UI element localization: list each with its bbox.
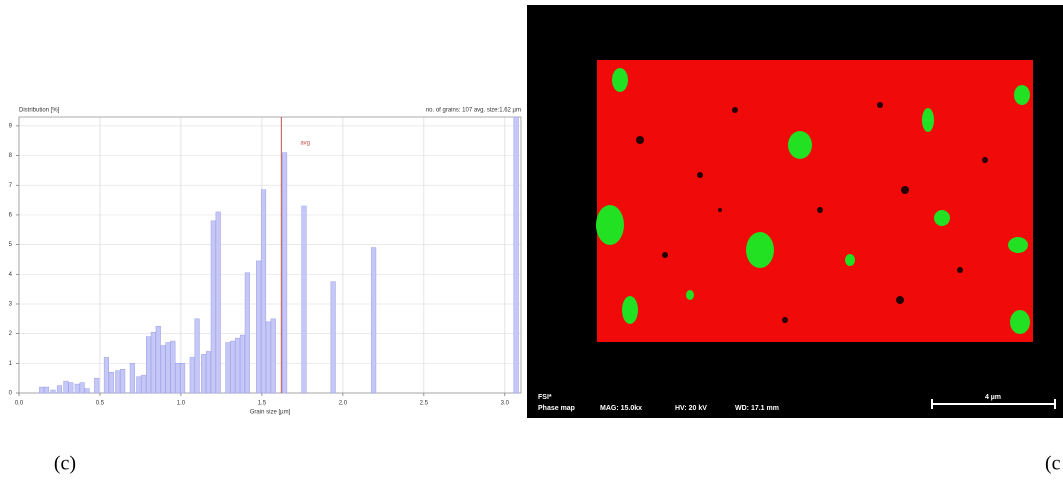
- y-tick-label: 6: [9, 213, 13, 219]
- y-tick-label: 4: [9, 272, 13, 278]
- bar: [161, 346, 166, 393]
- bar: [302, 206, 307, 393]
- bar: [211, 221, 216, 393]
- bar: [240, 335, 245, 393]
- bar: [120, 369, 125, 393]
- bar: [266, 322, 271, 393]
- bar: [195, 319, 200, 393]
- bar: [44, 387, 49, 393]
- bar: [94, 378, 99, 393]
- bar: [130, 363, 135, 393]
- bar: [514, 117, 519, 393]
- x-tick-label: 1.5: [258, 401, 267, 407]
- bar: [146, 337, 151, 393]
- y-tick-label: 8: [9, 153, 13, 159]
- bar: [256, 261, 261, 393]
- bar: [39, 387, 44, 393]
- y-tick-label: 3: [9, 302, 13, 308]
- bar: [64, 381, 69, 393]
- y-tick-label: 9: [9, 123, 13, 129]
- bar: [190, 357, 195, 393]
- x-tick-label: 2.5: [420, 401, 429, 407]
- bar: [282, 153, 287, 393]
- x-axis-label: Grain size [µm]: [250, 410, 291, 416]
- bar: [51, 390, 56, 393]
- subtitle: no. of grains: 107 avg. size:1.62 µm: [426, 108, 521, 114]
- bar: [57, 386, 62, 393]
- image-wd: WD: 17.1 mm: [735, 405, 779, 412]
- x-tick-label: 0.5: [96, 401, 105, 407]
- bar: [371, 248, 376, 393]
- bar: [180, 363, 185, 393]
- bar: [235, 338, 240, 393]
- bar: [261, 190, 266, 393]
- bar: [226, 343, 231, 393]
- bar: [201, 354, 206, 393]
- caption: (c): [54, 453, 76, 475]
- phase-map-red: [597, 60, 1033, 342]
- y-axis-label: Distribution [%]: [19, 108, 60, 114]
- bar: [69, 383, 74, 393]
- scale-label: 4 µm: [985, 394, 1001, 401]
- bar: [206, 351, 211, 393]
- caption: (c: [1045, 453, 1061, 475]
- bar: [166, 343, 171, 393]
- y-tick-label: 0: [9, 391, 13, 397]
- bar: [141, 375, 146, 393]
- bar: [137, 377, 142, 393]
- y-tick-label: 1: [9, 361, 13, 367]
- bar: [331, 282, 336, 393]
- bar: [85, 389, 90, 393]
- figure: FSI* Phase map MAG: 15.0kx HV: 20 kV WD:…: [0, 0, 1063, 477]
- bar: [216, 212, 221, 393]
- bar: [115, 371, 120, 393]
- bar: [175, 363, 180, 393]
- bar: [104, 357, 109, 393]
- bar: [156, 326, 161, 393]
- x-tick-label: 1.0: [177, 401, 186, 407]
- y-tick-label: 5: [9, 242, 13, 248]
- image-mag: MAG: 15.0kx: [600, 405, 642, 412]
- bar: [230, 341, 235, 393]
- avg-label: avg: [300, 141, 310, 147]
- y-tick-label: 7: [9, 183, 13, 189]
- bar: [271, 319, 276, 393]
- x-tick-label: 3.0: [501, 401, 510, 407]
- bar: [109, 372, 114, 393]
- page: {"chart_data": {"type": "bar", "y_label"…: [0, 0, 1063, 477]
- x-tick-label: 0.0: [15, 401, 24, 407]
- bar: [245, 273, 250, 393]
- image-hv: HV: 20 kV: [675, 405, 707, 412]
- bar: [80, 383, 85, 393]
- x-tick-label: 2.0: [339, 401, 348, 407]
- y-tick-label: 2: [9, 331, 13, 337]
- image-label: FSI*: [538, 394, 552, 401]
- bar: [151, 332, 156, 393]
- bar: [171, 341, 176, 393]
- image-mode: Phase map: [538, 405, 575, 412]
- bar: [75, 384, 80, 393]
